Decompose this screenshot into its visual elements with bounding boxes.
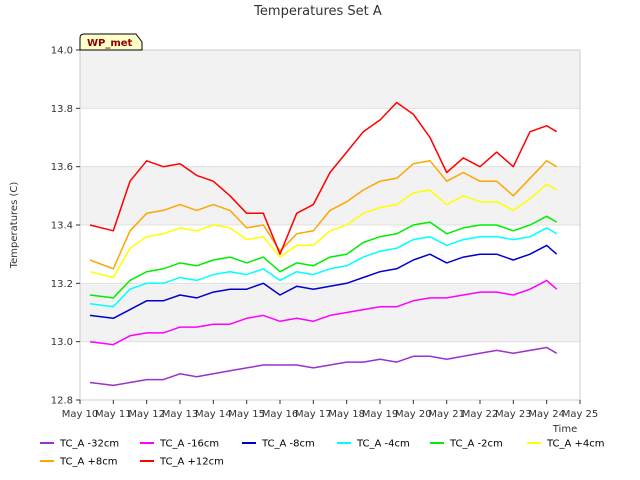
background-band [80, 283, 580, 342]
legend-label: TC_A +8cm [59, 457, 118, 468]
x-tick-label: May 18 [328, 409, 365, 420]
series-line-4 [89, 227, 558, 308]
background-bands [80, 50, 580, 400]
x-tick-label: May 25 [562, 409, 599, 420]
x-tick-label: May 21 [428, 409, 465, 420]
x-tick-label: May 12 [128, 409, 165, 420]
x-tick-label: May 17 [295, 409, 332, 420]
background-band [80, 225, 580, 284]
station-label: WP_met [87, 38, 133, 49]
legend-label: TC_A +12cm [159, 457, 224, 468]
legend-label: TC_A -16cm [159, 439, 219, 450]
x-axis-label: Time [552, 424, 577, 435]
series-line-6 [89, 183, 558, 279]
series-line-7 [89, 160, 558, 270]
legend: TC_A -32cm TC_A -16cm TC_A -8cm TC_A -4cm TC… [40, 439, 605, 468]
x-tick-label: May 16 [262, 409, 299, 420]
y-tick-label: 13.6 [51, 162, 73, 173]
y-axis-ticks: 12.8 13.0 13.2 13.4 13.6 13.8 14.0 [51, 46, 80, 407]
legend-label: TC_A -2cm [449, 439, 503, 450]
legend-label: TC_A +4cm [546, 439, 605, 450]
x-tick-label: May 14 [195, 409, 232, 420]
x-tick-label: May 22 [462, 409, 499, 420]
series-line-2 [89, 279, 558, 346]
chart-title: Temperatures Set A [253, 4, 382, 19]
y-tick-label: 13.4 [51, 221, 73, 232]
legend-label: TC_A -32cm [59, 439, 119, 450]
y-axis-label: Temperatures (C) [9, 182, 20, 270]
series-line-5 [89, 215, 558, 299]
y-tick-label: 13.8 [51, 104, 73, 115]
y-tick-label: 13.2 [51, 279, 73, 290]
legend-label: TC_A -8cm [261, 439, 315, 450]
x-tick-label: May 15 [228, 409, 265, 420]
background-band [80, 341, 580, 400]
background-band [80, 166, 580, 225]
x-tick-label: May 10 [62, 409, 99, 420]
legend-label: TC_A -4cm [356, 439, 410, 450]
series-line-1 [89, 346, 558, 387]
background-band [80, 108, 580, 167]
y-tick-label: 14.0 [51, 46, 73, 57]
x-tick-label: May 24 [528, 409, 565, 420]
x-tick-label: May 19 [362, 409, 399, 420]
background-band [80, 50, 580, 109]
x-tick-label: May 11 [95, 409, 132, 420]
series-line-8 [89, 101, 558, 255]
station-label-box: WP_met [79, 33, 143, 51]
y-tick-label: 13.0 [51, 337, 73, 348]
x-tick-label: May 20 [395, 409, 432, 420]
series-lines [89, 101, 558, 387]
series-line-3 [89, 244, 558, 320]
y-tick-label: 12.8 [51, 396, 73, 407]
x-tick-label: May 23 [495, 409, 532, 420]
x-tick-label: May 13 [162, 409, 199, 420]
